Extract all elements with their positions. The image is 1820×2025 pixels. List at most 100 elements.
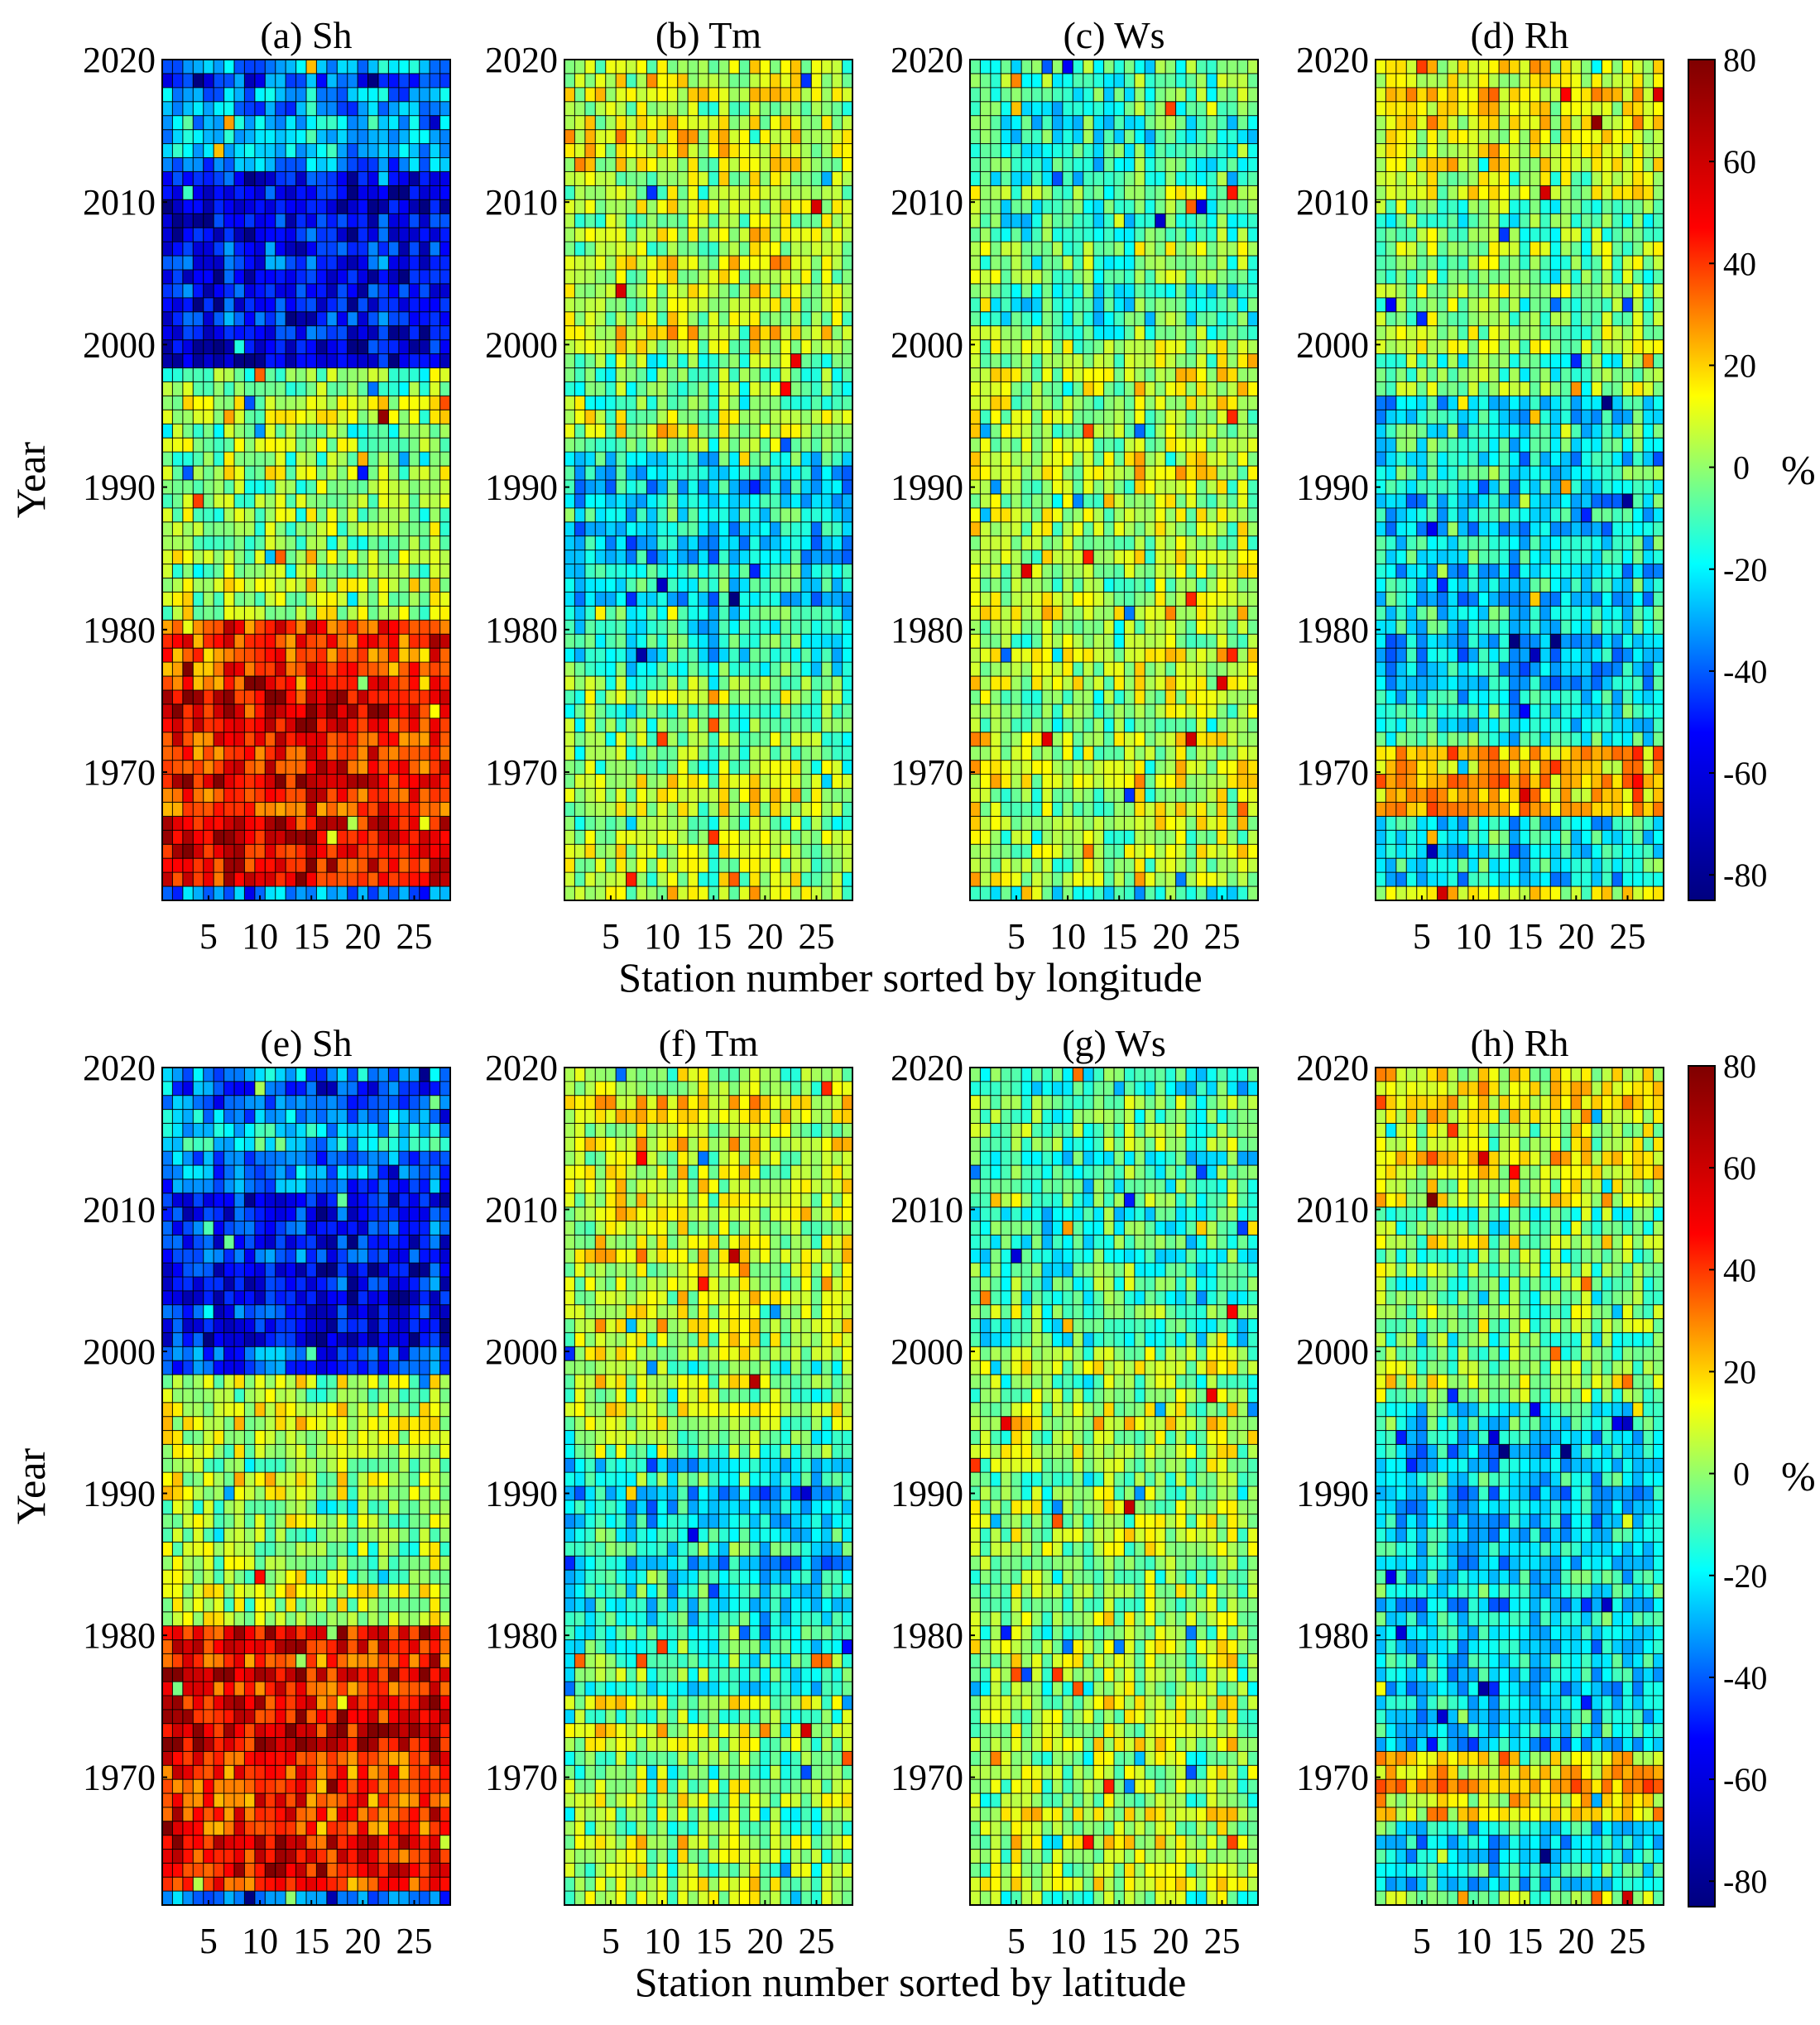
heatmap-cell: [616, 199, 627, 214]
heatmap-cell: [326, 592, 338, 607]
heatmap-cell: [244, 844, 256, 859]
heatmap-cell: [564, 480, 576, 495]
heatmap-cell: [990, 662, 1001, 677]
heatmap-cell: [677, 256, 689, 271]
heatmap-cell: [688, 214, 699, 228]
heatmap-cell: [193, 466, 204, 481]
heatmap-cell: [584, 844, 596, 859]
heatmap-cell: [1145, 592, 1156, 607]
heatmap-cell: [234, 410, 246, 425]
heatmap-cell: [1175, 325, 1187, 341]
heatmap-cell: [790, 676, 802, 691]
heatmap-cell: [574, 620, 586, 635]
heatmap-cell: [677, 606, 689, 621]
heatmap-cell: [1227, 592, 1238, 607]
heatmap-cell: [595, 438, 607, 453]
heatmap-cell: [780, 578, 792, 593]
heatmap-cell: [347, 101, 358, 117]
heatmap-cell: [286, 438, 297, 453]
heatmap-cell: [677, 311, 689, 327]
heatmap-cell: [688, 270, 699, 285]
heatmap-cell: [337, 410, 348, 425]
heatmap-cell: [708, 578, 720, 593]
heatmap-cell: [1217, 466, 1228, 481]
heatmap-cell: [1001, 242, 1012, 257]
heatmap-cell: [780, 73, 792, 89]
heatmap-cell: [990, 620, 1001, 635]
heatmap-cell: [1052, 564, 1064, 579]
heatmap-cell: [990, 171, 1001, 186]
heatmap-cell: [800, 760, 812, 775]
heatmap-cell: [790, 60, 802, 74]
heatmap-cell: [708, 535, 720, 551]
heatmap-cell: [688, 242, 699, 257]
heatmap-cell: [616, 703, 627, 719]
heatmap-cell: [1247, 703, 1259, 719]
heatmap-cell: [821, 214, 833, 228]
heatmap-cell: [1103, 60, 1115, 74]
heatmap-cell: [636, 452, 648, 467]
heatmap-cell: [337, 367, 348, 383]
heatmap-cell: [667, 746, 679, 761]
heatmap-cell: [286, 214, 297, 228]
heatmap-cell: [316, 662, 328, 677]
heatmap-cell: [254, 242, 266, 257]
heatmap-cell: [244, 620, 256, 635]
heatmap-cell: [770, 732, 781, 747]
heatmap-cell: [162, 760, 174, 775]
heatmap-cell: [821, 886, 833, 901]
heatmap-cell: [708, 424, 720, 439]
heatmap-cell: [790, 507, 802, 523]
heatmap-cell: [1227, 535, 1238, 551]
heatmap-cell: [626, 493, 637, 509]
heatmap-cell: [780, 381, 792, 396]
heatmap-cell: [203, 466, 214, 481]
heatmap-cell: [667, 858, 679, 873]
heatmap-cell: [254, 802, 266, 817]
heatmap-cell: [574, 228, 586, 242]
heatmap-cell: [1062, 353, 1073, 369]
heatmap-cell: [1227, 143, 1238, 159]
heatmap-cell: [275, 410, 286, 425]
heatmap-cell: [214, 760, 225, 775]
heatmap-cell: [626, 592, 637, 607]
heatmap-cell: [811, 760, 823, 775]
heatmap-cell: [244, 774, 256, 789]
heatmap-cell: [688, 844, 699, 859]
heatmap-cell: [398, 606, 410, 621]
heatmap-cell: [595, 339, 607, 355]
heatmap-cell: [760, 676, 771, 691]
heatmap-cell: [698, 606, 709, 621]
heatmap-cell: [1052, 73, 1064, 89]
heatmap-cell: [749, 662, 761, 677]
heatmap-cell: [1186, 396, 1198, 410]
heatmap-cell: [162, 101, 174, 117]
heatmap-cell: [326, 353, 338, 369]
heatmap-cell: [286, 270, 297, 285]
heatmap-cell: [326, 858, 338, 873]
heatmap-cell: [1062, 424, 1073, 439]
heatmap-cell: [677, 466, 689, 481]
heatmap-cell: [760, 242, 771, 257]
heatmap-cell: [1237, 199, 1249, 214]
heatmap-cell: [1206, 424, 1217, 439]
heatmap-cell: [265, 101, 276, 117]
heatmap-cell: [1247, 270, 1259, 285]
heatmap-cell: [832, 325, 843, 341]
heatmap-cell: [430, 466, 441, 481]
heatmap-cell: [1247, 283, 1259, 299]
heatmap-cell: [1206, 270, 1217, 285]
heatmap-cell: [1031, 143, 1043, 159]
heatmap-cell: [203, 396, 214, 410]
heatmap-cell: [214, 297, 225, 313]
heatmap-cell: [790, 886, 802, 901]
heatmap-cell: [770, 564, 781, 579]
heatmap-cell: [326, 325, 338, 341]
heatmap-cell: [1247, 242, 1259, 257]
heatmap-cell: [223, 549, 235, 565]
heatmap-cell: [1145, 717, 1156, 733]
heatmap-cell: [718, 171, 730, 186]
heatmap-cell: [295, 802, 307, 817]
heatmap-cell: [770, 830, 781, 845]
heatmap-cell: [595, 774, 607, 789]
